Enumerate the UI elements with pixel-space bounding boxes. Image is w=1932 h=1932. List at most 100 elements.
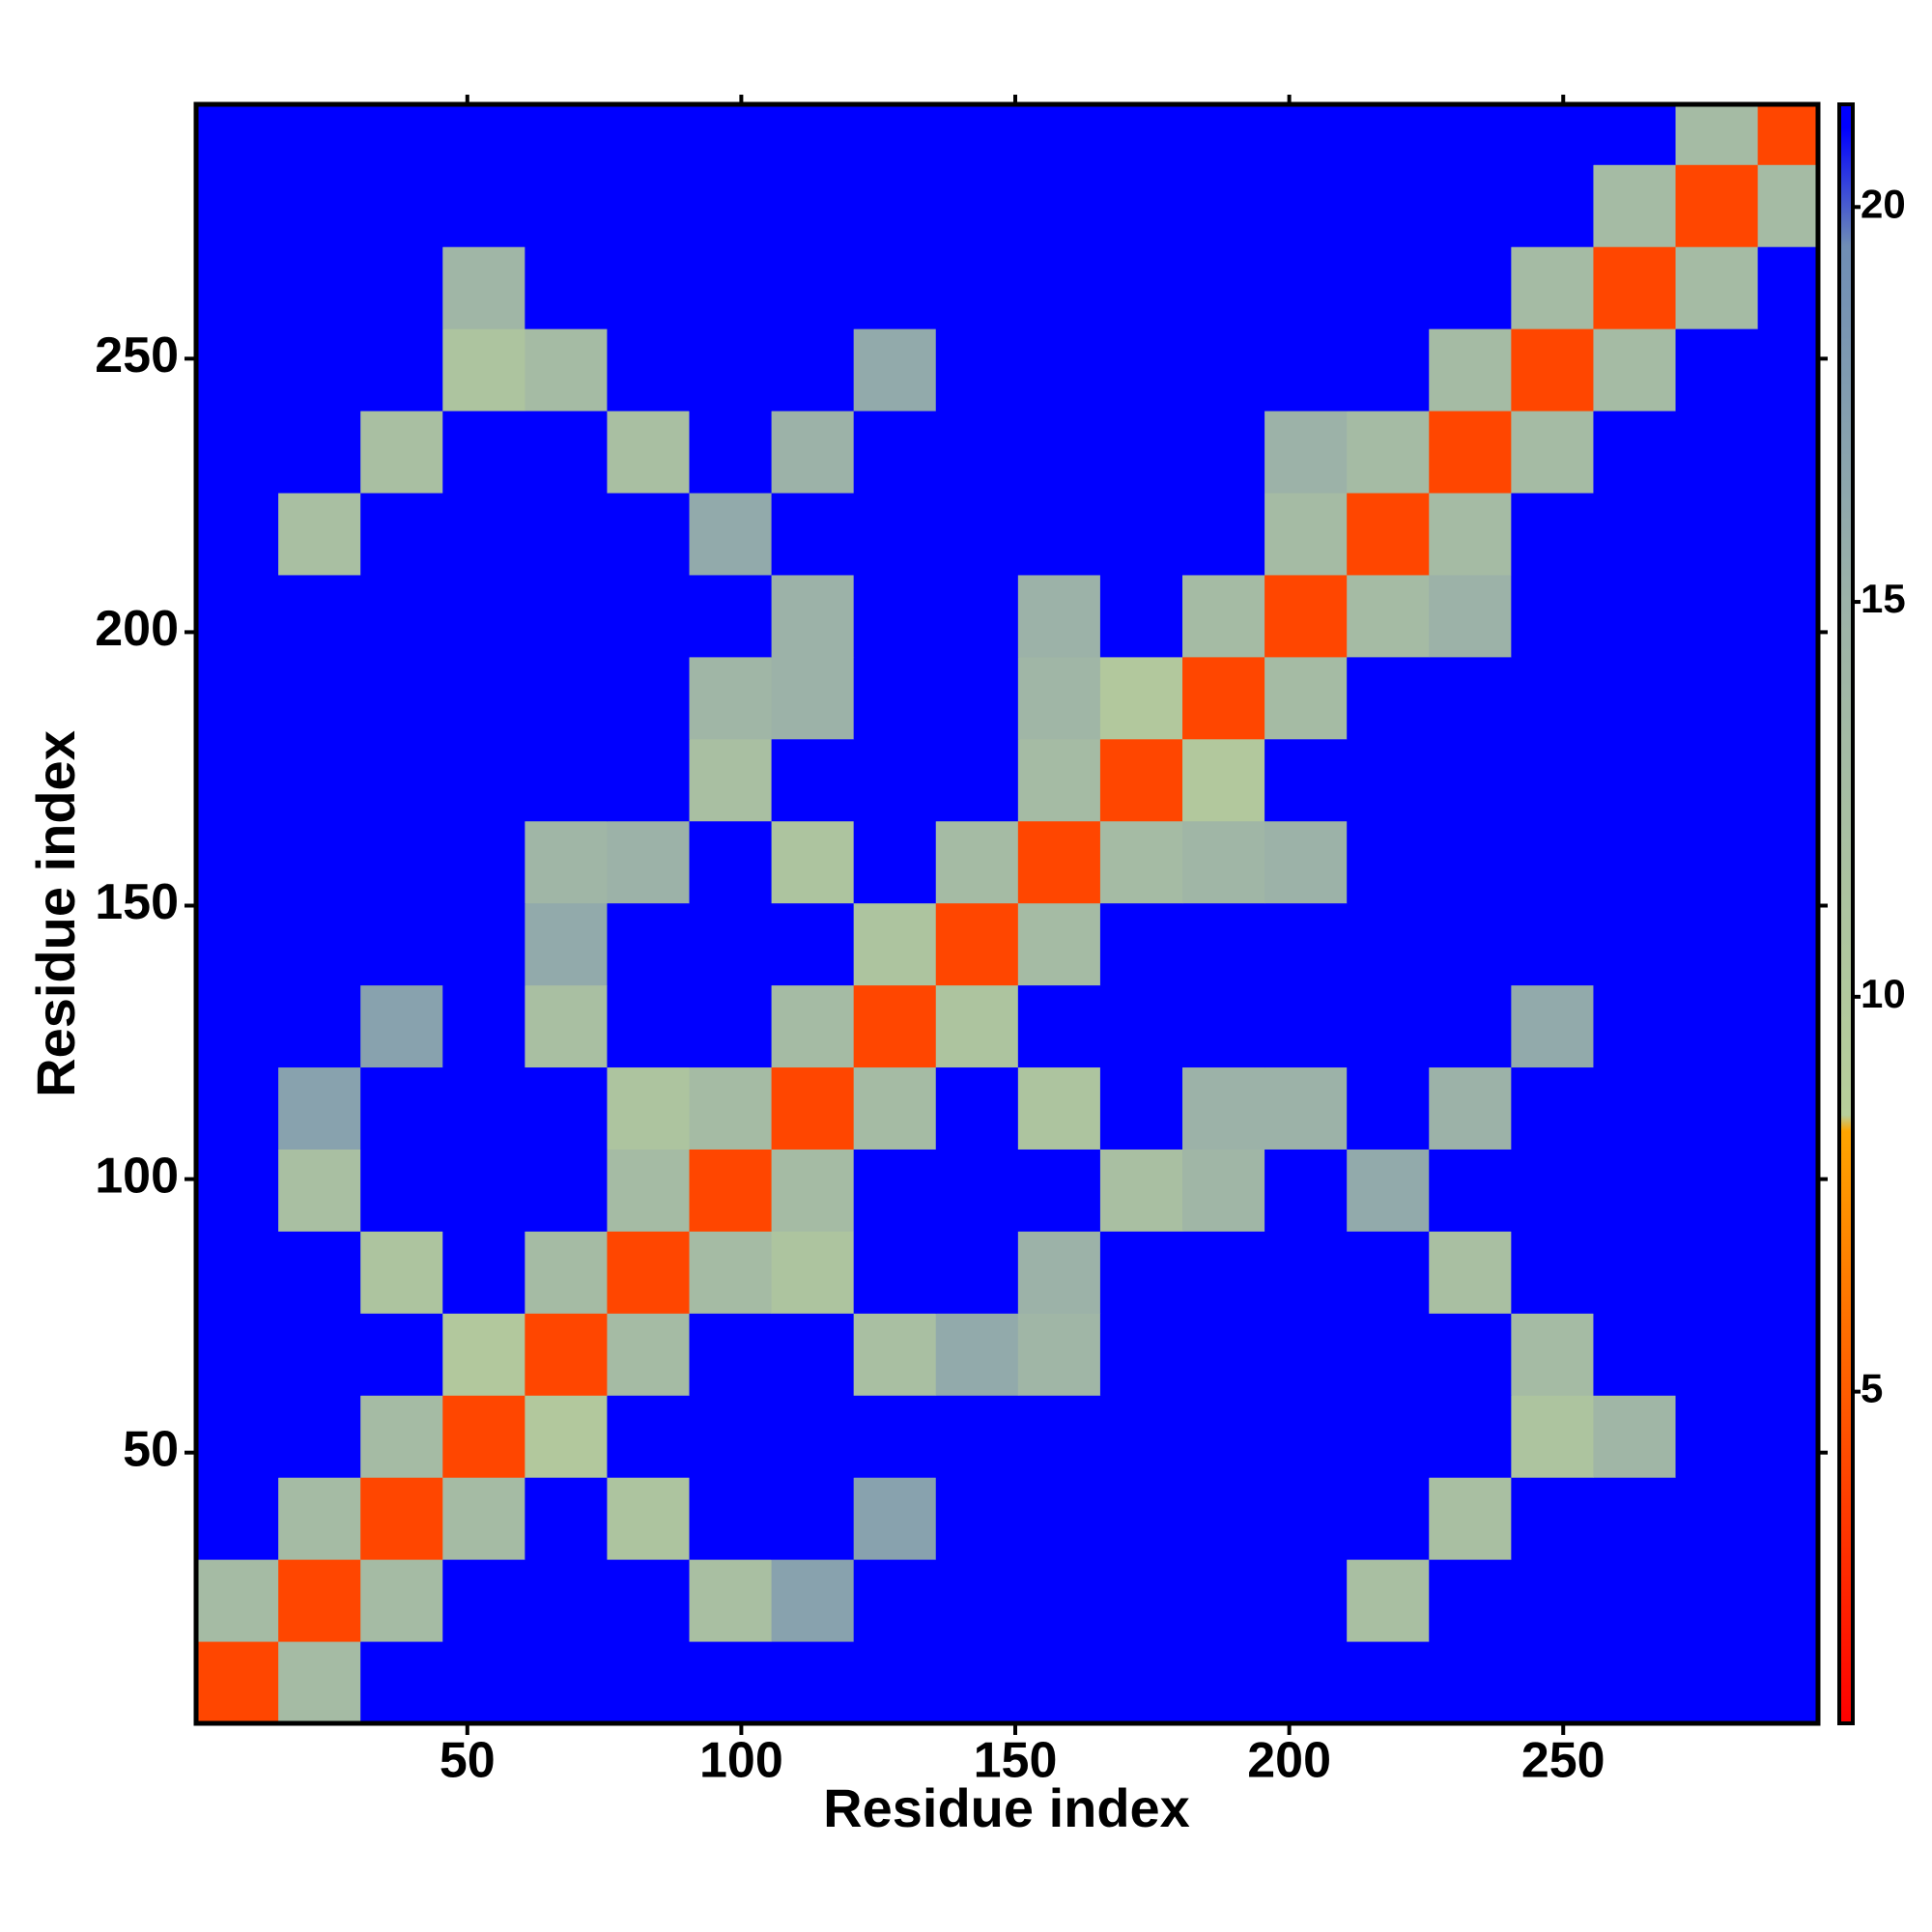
heatmap-cell xyxy=(1511,902,1594,986)
heatmap-cell xyxy=(853,493,937,576)
heatmap-cell xyxy=(1017,1313,1101,1396)
heatmap-cell xyxy=(1099,1395,1183,1478)
heatmap-cell xyxy=(196,1231,279,1314)
heatmap-cell xyxy=(1017,1231,1101,1314)
heatmap-cell xyxy=(771,1313,855,1396)
heatmap-cell xyxy=(360,493,443,576)
heatmap-cell xyxy=(278,164,361,247)
heatmap-cell xyxy=(1429,1559,1512,1642)
heatmap-cell xyxy=(1675,656,1759,740)
heatmap-cell xyxy=(853,656,937,740)
heatmap-cell xyxy=(1264,656,1348,740)
heatmap-cell xyxy=(525,1395,608,1478)
heatmap-cell xyxy=(1675,1477,1759,1560)
heatmap-cell xyxy=(1347,1559,1430,1642)
heatmap-cell xyxy=(278,1313,361,1396)
heatmap-cell xyxy=(442,574,526,658)
heatmap-cell xyxy=(278,1149,361,1232)
heatmap-cell xyxy=(442,984,526,1068)
heatmap-cell xyxy=(1675,574,1759,658)
heatmap-cell xyxy=(278,820,361,904)
plot-frame xyxy=(193,101,1821,1726)
heatmap-cell xyxy=(689,820,773,904)
heatmap-cell xyxy=(607,104,691,165)
heatmap-cell xyxy=(607,1477,691,1560)
y-tick-label: 150 xyxy=(95,874,179,930)
heatmap-cell xyxy=(360,820,443,904)
heatmap-cell xyxy=(607,1231,691,1314)
heatmap-cell xyxy=(1593,820,1677,904)
heatmap-cell xyxy=(1347,164,1430,247)
heatmap-cell xyxy=(1347,574,1430,658)
heatmap-cell xyxy=(1347,902,1430,986)
heatmap-cell xyxy=(1347,1641,1430,1724)
heatmap-cell xyxy=(1429,411,1512,494)
heatmap-cell xyxy=(360,902,443,986)
heatmap-cell xyxy=(1675,1313,1759,1396)
heatmap-cell xyxy=(1017,984,1101,1068)
heatmap-cell xyxy=(196,902,279,986)
heatmap-cell xyxy=(360,104,443,165)
heatmap-cell xyxy=(1757,164,1819,247)
heatmap-cell xyxy=(853,902,937,986)
heatmap-cell xyxy=(278,328,361,412)
heatmap-cell xyxy=(1182,411,1265,494)
heatmap-cell xyxy=(1429,656,1512,740)
heatmap-cell xyxy=(1264,1559,1348,1642)
x-tick-label: 250 xyxy=(1521,1733,1605,1789)
heatmap-cell xyxy=(1511,493,1594,576)
heatmap-cell xyxy=(1757,328,1819,412)
heatmap-cell xyxy=(853,1641,937,1724)
heatmap-cell xyxy=(442,1066,526,1150)
heatmap-cell xyxy=(1675,164,1759,247)
heatmap-cell xyxy=(525,104,608,165)
heatmap-cell xyxy=(196,984,279,1068)
heatmap-cell xyxy=(1511,411,1594,494)
heatmap-cell xyxy=(853,411,937,494)
heatmap-cell xyxy=(1099,493,1183,576)
colorbar-tick-label: 5 xyxy=(1861,1366,1883,1411)
heatmap-cell xyxy=(525,1313,608,1396)
heatmap-cell xyxy=(360,1231,443,1314)
heatmap-cell xyxy=(689,984,773,1068)
heatmap-cell xyxy=(1099,820,1183,904)
x-tick-label: 150 xyxy=(974,1733,1058,1789)
heatmap-cell xyxy=(525,1066,608,1150)
heatmap-cell xyxy=(1017,164,1101,247)
heatmap-cell xyxy=(1429,574,1512,658)
heatmap-cell xyxy=(442,246,526,329)
heatmap-cell xyxy=(1099,1559,1183,1642)
heatmap-cell xyxy=(853,328,937,412)
heatmap-cell xyxy=(1429,164,1512,247)
heatmap-cell xyxy=(607,574,691,658)
heatmap-cell xyxy=(442,411,526,494)
heatmap-cell xyxy=(360,1395,443,1478)
heatmap-cell xyxy=(360,656,443,740)
heatmap-cell xyxy=(1593,1559,1677,1642)
heatmap-cell xyxy=(1099,411,1183,494)
heatmap-cell xyxy=(1675,1559,1759,1642)
heatmap-cell xyxy=(935,104,1019,165)
heatmap-cell xyxy=(278,1477,361,1560)
heatmap-cell xyxy=(607,656,691,740)
heatmap-cell xyxy=(689,1313,773,1396)
heatmap xyxy=(196,104,1819,1724)
heatmap-cell xyxy=(360,1641,443,1724)
colorbar-tick-label: 15 xyxy=(1861,576,1906,621)
heatmap-cell xyxy=(1511,574,1594,658)
heatmap-cell xyxy=(1675,493,1759,576)
heatmap-cell xyxy=(1347,328,1430,412)
heatmap-cell xyxy=(442,1231,526,1314)
heatmap-cell xyxy=(1675,738,1759,822)
heatmap-cell xyxy=(607,1066,691,1150)
heatmap-cell xyxy=(1511,164,1594,247)
heatmap-cell xyxy=(1593,902,1677,986)
heatmap-cell xyxy=(278,1641,361,1724)
heatmap-cell xyxy=(1593,1066,1677,1150)
heatmap-cell xyxy=(1675,1231,1759,1314)
heatmap-cell xyxy=(1099,1313,1183,1396)
heatmap-cell xyxy=(1017,1477,1101,1560)
heatmap-cell xyxy=(689,493,773,576)
heatmap-cell xyxy=(196,411,279,494)
heatmap-cell xyxy=(853,1066,937,1150)
